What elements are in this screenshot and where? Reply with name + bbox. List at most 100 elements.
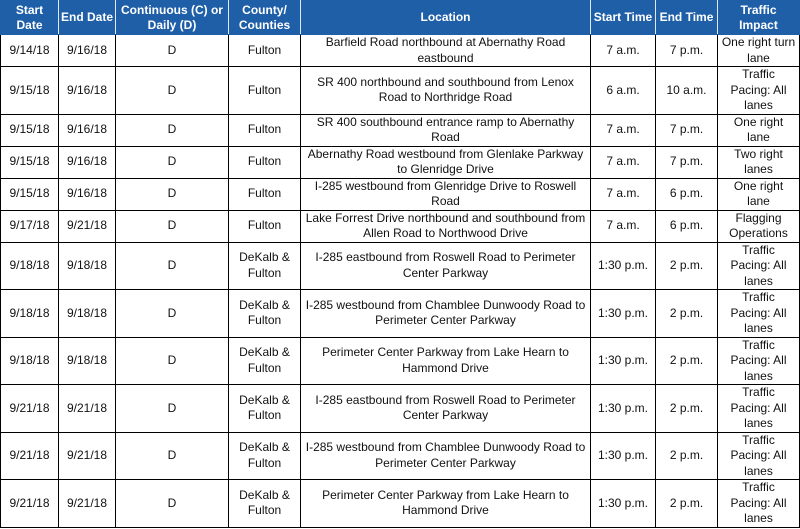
cell-end-time: 2 p.m. (655, 431, 718, 480)
cell-start-time: 1:30 p.m. (590, 241, 656, 290)
cell-end-date: 9/21/18 (58, 209, 116, 243)
cell-end-time: 7 p.m. (655, 145, 718, 179)
cell-continuous-or-daily: D (115, 66, 229, 115)
table-row: 9/18/18 9/18/18 D DeKalb & Fulton I-285 west… (0, 289, 800, 338)
cell-end-time: 7 p.m. (655, 113, 718, 147)
cell-county: DeKalb & Fulton (228, 289, 301, 338)
cell-start-time: 1:30 p.m. (590, 336, 656, 385)
cell-traffic-impact: Traffic Pacing: All lanes (717, 336, 800, 385)
cell-traffic-impact: Traffic Pacing: All lanes (717, 241, 800, 290)
cell-start-time: 1:30 p.m. (590, 384, 656, 433)
cell-start-time: 7 a.m. (590, 177, 656, 211)
cell-location: Lake Forrest Drive northbound and southb… (300, 209, 591, 243)
cell-county: DeKalb & Fulton (228, 431, 301, 480)
cell-end-date: 9/18/18 (58, 336, 116, 385)
cell-traffic-impact: Traffic Pacing: All lanes (717, 66, 800, 115)
cell-end-date: 9/16/18 (58, 66, 116, 115)
table-row: 9/21/18 9/21/18 D DeKalb & Fulton Perimeter … (0, 479, 800, 528)
column-header-start-date: Start Date (0, 0, 59, 35)
cell-location: SR 400 northbound and southbound from Le… (300, 66, 591, 115)
cell-end-date: 9/16/18 (58, 177, 116, 211)
cell-start-date: 9/21/18 (0, 431, 59, 480)
cell-start-time: 6 a.m. (590, 66, 656, 115)
cell-start-date: 9/15/18 (0, 66, 59, 115)
table-row: 9/15/18 9/16/18 D Fulton I-285 westbound fro… (0, 177, 800, 211)
cell-start-date: 9/17/18 (0, 209, 59, 243)
cell-county: DeKalb & Fulton (228, 384, 301, 433)
cell-start-time: 7 a.m. (590, 34, 656, 67)
cell-location: I-285 westbound from Chamblee Dunwoody R… (300, 431, 591, 480)
cell-traffic-impact: One right turn lane (717, 34, 800, 67)
cell-county: Fulton (228, 34, 301, 67)
cell-end-date: 9/16/18 (58, 145, 116, 179)
cell-end-time: 10 a.m. (655, 66, 718, 115)
cell-start-date: 9/18/18 (0, 289, 59, 338)
cell-end-time: 6 p.m. (655, 177, 718, 211)
cell-traffic-impact: Traffic Pacing: All lanes (717, 431, 800, 480)
cell-start-time: 7 a.m. (590, 145, 656, 179)
column-header-end-date: End Date (58, 0, 116, 35)
table-row: 9/21/18 9/21/18 D DeKalb & Fulton I-285 east… (0, 384, 800, 433)
table-row: 9/17/18 9/21/18 D Fulton Lake Forrest Drive … (0, 209, 800, 243)
cell-start-date: 9/14/18 (0, 34, 59, 67)
cell-location: Perimeter Center Parkway from Lake Hearn… (300, 336, 591, 385)
table-row: 9/15/18 9/16/18 D Fulton Abernathy Road west… (0, 145, 800, 179)
cell-county: DeKalb & Fulton (228, 479, 301, 528)
cell-traffic-impact: Flagging Operations (717, 209, 800, 243)
table-row: 9/18/18 9/18/18 D DeKalb & Fulton Perimeter … (0, 336, 800, 385)
cell-continuous-or-daily: D (115, 431, 229, 480)
cell-end-time: 2 p.m. (655, 336, 718, 385)
cell-county: Fulton (228, 177, 301, 211)
cell-end-time: 2 p.m. (655, 241, 718, 290)
cell-location: I-285 eastbound from Roswell Road to Per… (300, 384, 591, 433)
cell-continuous-or-daily: D (115, 177, 229, 211)
cell-traffic-impact: One right lane (717, 177, 800, 211)
cell-county: DeKalb & Fulton (228, 336, 301, 385)
cell-start-date: 9/18/18 (0, 241, 59, 290)
cell-start-date: 9/15/18 (0, 177, 59, 211)
cell-end-time: 7 p.m. (655, 34, 718, 67)
cell-end-date: 9/18/18 (58, 289, 116, 338)
column-header-start-time: Start Time (590, 0, 656, 35)
cell-continuous-or-daily: D (115, 336, 229, 385)
cell-end-date: 9/16/18 (58, 34, 116, 67)
cell-county: Fulton (228, 113, 301, 147)
cell-location: I-285 westbound from Chamblee Dunwoody R… (300, 289, 591, 338)
cell-continuous-or-daily: D (115, 479, 229, 528)
cell-start-date: 9/15/18 (0, 145, 59, 179)
cell-start-time: 7 a.m. (590, 113, 656, 147)
cell-county: DeKalb & Fulton (228, 241, 301, 290)
cell-traffic-impact: Traffic Pacing: All lanes (717, 384, 800, 433)
column-header-traffic-impact: Traffic Impact (717, 0, 800, 35)
cell-end-time: 6 p.m. (655, 209, 718, 243)
table-row: 9/14/18 9/16/18 D Fulton Barfield Road north… (0, 34, 800, 67)
cell-traffic-impact: Traffic Pacing: All lanes (717, 289, 800, 338)
cell-location: SR 400 southbound entrance ramp to Abern… (300, 113, 591, 147)
cell-location: Perimeter Center Parkway from Lake Hearn… (300, 479, 591, 528)
cell-end-date: 9/18/18 (58, 241, 116, 290)
cell-county: Fulton (228, 145, 301, 179)
cell-end-time: 2 p.m. (655, 289, 718, 338)
cell-continuous-or-daily: D (115, 113, 229, 147)
cell-location: I-285 eastbound from Roswell Road to Per… (300, 241, 591, 290)
cell-start-time: 1:30 p.m. (590, 289, 656, 338)
cell-location: Barfield Road northbound at Abernathy Ro… (300, 34, 591, 67)
cell-start-date: 9/21/18 (0, 384, 59, 433)
cell-continuous-or-daily: D (115, 34, 229, 67)
table-row: 9/18/18 9/18/18 D DeKalb & Fulton I-285 east… (0, 241, 800, 290)
cell-county: Fulton (228, 66, 301, 115)
table-row: 9/21/18 9/21/18 D DeKalb & Fulton I-285 west… (0, 431, 800, 480)
table-row: 9/15/18 9/16/18 D Fulton SR 400 northbound a… (0, 66, 800, 115)
cell-end-date: 9/21/18 (58, 479, 116, 528)
cell-continuous-or-daily: D (115, 209, 229, 243)
column-header-continuous-or-daily: Continuous (C) or Daily (D) (115, 0, 229, 35)
cell-end-time: 2 p.m. (655, 384, 718, 433)
cell-start-date: 9/15/18 (0, 113, 59, 147)
cell-continuous-or-daily: D (115, 289, 229, 338)
column-header-end-time: End Time (655, 0, 718, 35)
cell-continuous-or-daily: D (115, 241, 229, 290)
cell-location: Abernathy Road westbound from Glenlake P… (300, 145, 591, 179)
cell-continuous-or-daily: D (115, 145, 229, 179)
cell-location: I-285 westbound from Glenridge Drive to … (300, 177, 591, 211)
